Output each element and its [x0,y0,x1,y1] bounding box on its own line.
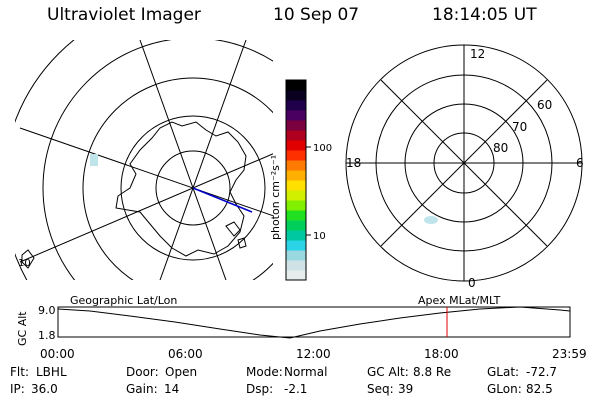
colorbar-cell [286,90,306,101]
colorbar-cell [286,180,306,191]
colorbar-cell [286,160,306,171]
coastline [225,221,241,237]
instrument-title: Ultraviolet Imager [47,5,201,25]
info-value: LBHL [36,365,67,379]
info-value: 39 [398,382,413,396]
latitude-circle [15,40,16,41]
info-label: Flt: [10,365,29,379]
observation-time: 18:14:05 UT [432,5,537,25]
mlt-label-0: 0 [468,276,476,290]
mlt-label-6: 6 [576,156,584,170]
latitude-circle [155,150,231,226]
info-label: Dsp: [246,382,273,396]
colorbar-cell [286,220,306,231]
latitude-circle [120,115,266,261]
altitude-curve [57,306,571,339]
x-tick-label: 00:00 [40,347,75,361]
y-tick-label: 1.8 [38,329,56,342]
info-label: GC Alt: [367,365,409,379]
info-value: Normal [284,365,327,379]
colorbar-cell [286,170,306,181]
y-tick-label: 9.0 [38,304,56,317]
map-edge-label: 10 [18,258,31,269]
colorbar-cell [286,110,306,121]
mlat-label: 80 [493,141,508,155]
timeline-right-title: Apex MLat/MLT [418,294,501,307]
info-label: IP: [10,382,25,396]
colorbar-cell [286,230,306,241]
colorbar-gradient [286,80,306,281]
coastline [237,237,247,249]
info-label: Mode: [246,365,283,379]
colorbar-cell [286,200,306,211]
aurora-patch [90,154,98,166]
colorbar-tick-label: 10 [313,231,326,242]
mlt-label-12: 12 [470,47,485,61]
colorbar-cell [286,100,306,111]
x-tick-label: 23:59 [552,347,587,361]
colorbar-cell [286,270,306,281]
info-value: Open [165,365,197,379]
info-value: 14 [164,382,179,396]
latitude-circle [82,77,273,280]
info-label: Seq: [367,382,394,396]
info-panel: Flt: LBHL Door: Open Mode: Normal GC Alt… [10,365,557,396]
colorbar-cell [286,80,306,91]
info-label: GLon: [487,382,522,396]
colorbar-cell [286,140,306,151]
colorbar-tick-label: 100 [313,143,332,154]
x-tick-label: 18:00 [424,347,459,361]
colorbar-cell [286,130,306,141]
colorbar-cell [286,150,306,161]
geographic-map [15,40,273,280]
info-label: Gain: [126,382,158,396]
colorbar-cell [286,240,306,251]
colorbar-frame [285,79,307,281]
colorbar-cell [286,210,306,221]
colorbar: 100 10 photon cm⁻²s⁻¹ [269,79,332,281]
observation-date: 10 Sep 07 [273,5,360,25]
coastline [115,121,247,257]
info-value: 8.8 Re [413,365,451,379]
colorbar-cell [286,120,306,131]
coastline [21,249,35,269]
info-value: -72.7 [526,365,557,379]
timeline-left-title: Geographic Lat/Lon [70,294,177,307]
colorbar-cell [286,190,306,201]
aurora-patch [424,216,438,224]
mlat-label: 60 [537,98,552,112]
mlt-label-18: 18 [346,156,361,170]
mlat-label: 70 [512,120,527,134]
info-value: -2.1 [284,382,307,396]
info-label: GLat: [487,365,519,379]
info-label: Door: [126,365,159,379]
y-axis-label: GC Alt [16,311,29,346]
info-value: 82.5 [526,382,553,396]
colorbar-unit-label: photon cm⁻²s⁻¹ [269,155,282,240]
polar-plot [345,44,583,282]
x-tick-label: 06:00 [168,347,203,361]
timeline-frame [57,306,571,338]
info-value: 36.0 [31,382,58,396]
satellite-track [192,187,253,213]
latitude-circle [42,40,273,280]
colorbar-cell [286,250,306,261]
mlt-line [380,79,548,247]
x-tick-label: 12:00 [296,347,331,361]
colorbar-cell [286,260,306,271]
altitude-timeline: Geographic Lat/Lon Apex MLat/MLT 9.0 1.8… [16,294,587,361]
